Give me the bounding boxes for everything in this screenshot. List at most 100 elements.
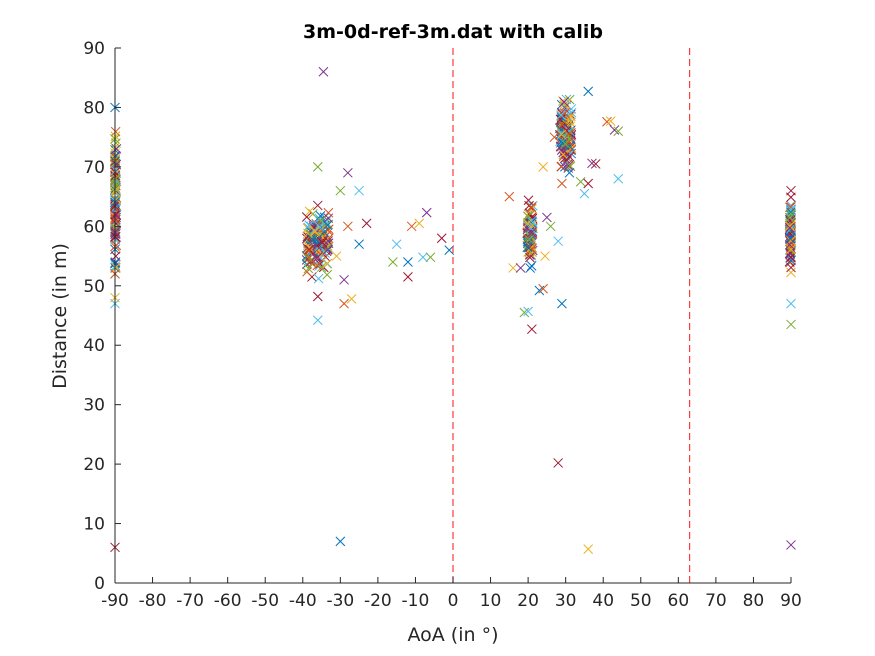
- x-tick-label: -60: [214, 591, 242, 611]
- data-point: [403, 272, 413, 282]
- data-point: [555, 114, 566, 125]
- data-point: [786, 267, 796, 278]
- data-point: [308, 235, 318, 245]
- data-point: [388, 257, 398, 267]
- data-point: [786, 185, 796, 196]
- data-point: [590, 159, 601, 169]
- reference-lines: [452, 48, 691, 583]
- x-tick-label: 10: [480, 591, 502, 611]
- data-point: [613, 173, 624, 184]
- x-tick-label: -80: [139, 591, 167, 611]
- y-tick-label: 20: [83, 455, 105, 475]
- data-point: [564, 151, 575, 162]
- data-point: [785, 249, 796, 259]
- data-point: [346, 294, 357, 304]
- data-point: [575, 176, 586, 187]
- y-tick-label: 0: [94, 574, 105, 594]
- data-point: [522, 242, 533, 252]
- x-tick-label: -10: [402, 591, 430, 611]
- data-point: [304, 244, 314, 255]
- data-point: [110, 232, 121, 242]
- data-point: [786, 298, 796, 309]
- data-point: [526, 202, 537, 213]
- x-tick-label: -30: [326, 591, 354, 611]
- data-point: [526, 227, 537, 238]
- y-tick-label: 10: [83, 515, 105, 535]
- data-point: [318, 66, 329, 77]
- data-point: [540, 251, 550, 261]
- data-point: [309, 226, 320, 236]
- data-point: [304, 242, 315, 253]
- x-tick-label: 40: [592, 591, 614, 611]
- data-point: [786, 204, 796, 214]
- data-point: [305, 255, 316, 266]
- data-point: [545, 221, 556, 232]
- data-point: [313, 273, 324, 284]
- data-point: [312, 291, 323, 302]
- data-point: [538, 283, 548, 294]
- data-point: [421, 207, 432, 218]
- data-point: [301, 212, 312, 222]
- data-point: [354, 239, 364, 250]
- data-point: [542, 212, 552, 223]
- x-tick-label: 20: [517, 591, 539, 611]
- x-tick-label: 90: [780, 591, 802, 611]
- data-point: [786, 252, 796, 263]
- data-point: [312, 162, 323, 172]
- data-point: [609, 125, 620, 135]
- data-point: [444, 245, 455, 255]
- data-point: [316, 216, 326, 227]
- data-point: [556, 110, 566, 120]
- data-point: [111, 240, 121, 251]
- data-point: [523, 306, 533, 317]
- data-point: [583, 178, 594, 189]
- data-point: [519, 307, 530, 318]
- y-tick-label: 60: [83, 217, 105, 237]
- data-point: [314, 213, 325, 224]
- data-point: [302, 266, 312, 277]
- data-point: [111, 138, 121, 148]
- data-point: [786, 540, 796, 550]
- data-point: [564, 129, 574, 140]
- data-point: [111, 210, 122, 220]
- data-point: [587, 158, 597, 169]
- x-tick-label: 30: [555, 591, 577, 611]
- data-point: [553, 236, 564, 247]
- data-point: [361, 218, 372, 229]
- data-point: [786, 237, 796, 247]
- data-point: [785, 233, 795, 244]
- data-point: [312, 200, 323, 211]
- data-point: [538, 162, 548, 172]
- data-point: [784, 212, 795, 223]
- data-point: [526, 242, 537, 253]
- x-tick-label: -20: [364, 591, 392, 611]
- data-point: [354, 185, 364, 196]
- data-point: [583, 86, 594, 97]
- data-point: [527, 324, 537, 335]
- data-point: [526, 261, 537, 271]
- chart-title: 3m-0d-ref-3m.dat with calib: [303, 21, 603, 43]
- y-tick-label: 30: [83, 396, 105, 416]
- data-point: [559, 97, 569, 107]
- data-point: [564, 167, 575, 178]
- data-point: [579, 188, 590, 199]
- x-tick-label: -90: [101, 591, 129, 611]
- data-point: [322, 244, 333, 255]
- data-point: [111, 176, 122, 187]
- data-point: [403, 257, 413, 267]
- data-point: [557, 298, 567, 309]
- data-point: [549, 132, 560, 143]
- x-tick-label: 80: [743, 591, 765, 611]
- data-point: [785, 221, 795, 232]
- data-point: [515, 263, 526, 273]
- data-point: [605, 116, 616, 126]
- data-point: [319, 227, 330, 237]
- data-point: [418, 252, 428, 263]
- data-point: [524, 200, 534, 211]
- x-axis-label: AoA (in °): [407, 624, 498, 646]
- data-point: [312, 260, 323, 271]
- data-point: [553, 458, 564, 468]
- data-point: [534, 285, 545, 296]
- y-tick-label: 90: [83, 39, 105, 59]
